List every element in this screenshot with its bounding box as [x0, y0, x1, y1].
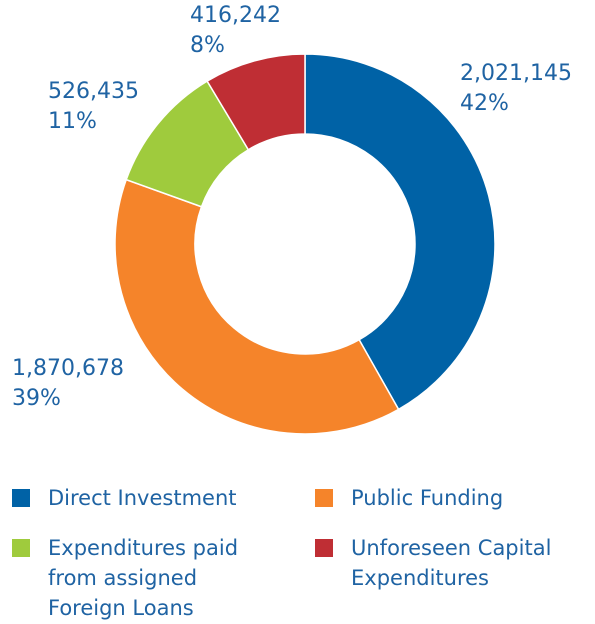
percent-label: 8% — [190, 33, 225, 58]
legend-label: Unforeseen Capital Expenditures — [351, 536, 552, 590]
legend-item: Unforeseen Capital Expenditures — [315, 533, 565, 593]
legend-swatch — [12, 539, 30, 557]
legend-label: Public Funding — [351, 486, 504, 510]
legend-label: Expenditures paid from assigned Foreign … — [48, 536, 239, 620]
value-label: 526,435 — [48, 79, 139, 104]
donut-chart: 2,021,145 42% 1,870,678 39% 526,435 11% 416,24… — [12, 3, 572, 435]
legend-item: Public Funding — [315, 483, 565, 513]
legend-swatch — [315, 489, 333, 507]
donut-slice — [206, 53, 306, 151]
value-label: 2,021,145 — [460, 61, 572, 86]
donut-slice — [114, 178, 400, 435]
percent-label: 39% — [12, 386, 61, 411]
percent-label: 11% — [48, 109, 97, 134]
percent-label: 42% — [460, 91, 509, 116]
donut-slice — [304, 53, 496, 411]
legend-swatch — [12, 489, 30, 507]
legend-label: Direct Investment — [48, 486, 237, 510]
value-label: 416,242 — [190, 3, 281, 28]
legend-swatch — [315, 539, 333, 557]
legend-item: Expenditures paid from assigned Foreign … — [12, 533, 262, 623]
value-label: 1,870,678 — [12, 356, 124, 381]
legend-item: Direct Investment — [12, 483, 262, 513]
